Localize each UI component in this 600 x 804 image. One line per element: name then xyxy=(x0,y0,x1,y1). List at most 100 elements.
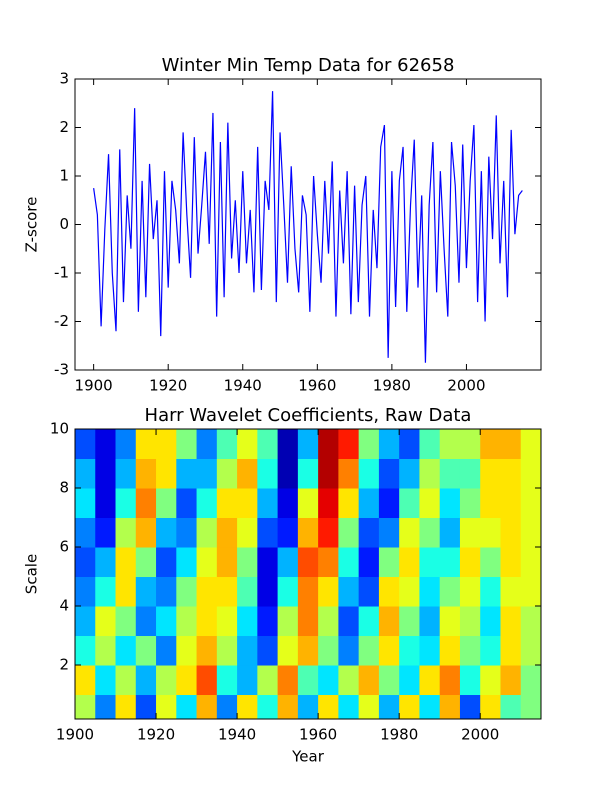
heat-cell xyxy=(459,665,481,696)
heat-cell xyxy=(500,547,522,578)
heat-cell xyxy=(297,458,319,489)
heat-cell xyxy=(237,635,258,666)
heat-cell xyxy=(176,429,198,460)
data-line xyxy=(93,91,523,363)
heat-cell xyxy=(378,488,400,519)
y-tick-label: 0 xyxy=(59,215,69,233)
heat-cell xyxy=(297,488,319,519)
heat-cell xyxy=(419,547,441,578)
heat-cell xyxy=(237,694,258,720)
heat-cell xyxy=(500,606,522,637)
heat-cell xyxy=(95,488,117,519)
heat-cell xyxy=(115,547,137,578)
heat-cell xyxy=(95,606,117,637)
heat-cell xyxy=(520,635,542,666)
heat-cell xyxy=(95,635,117,666)
heat-cell xyxy=(378,694,400,720)
heat-cell xyxy=(520,517,542,548)
heat-cell xyxy=(439,694,461,720)
x-tick-label: 1940 xyxy=(218,726,256,744)
heat-cell xyxy=(277,576,299,607)
heat-cell xyxy=(358,694,380,720)
heat-cell xyxy=(500,635,522,666)
heat-cell xyxy=(135,635,157,666)
heat-cell xyxy=(75,488,96,519)
heat-cell xyxy=(176,488,198,519)
heat-cell xyxy=(439,547,461,578)
heat-cell xyxy=(399,429,420,460)
heat-cell xyxy=(277,517,299,548)
heat-cell xyxy=(520,576,542,607)
heat-cell xyxy=(338,694,360,720)
heat-cell xyxy=(459,694,481,720)
heat-cell xyxy=(257,547,279,578)
heat-cell xyxy=(419,517,441,548)
y-tick-label: 10 xyxy=(50,420,69,438)
heat-cell xyxy=(480,547,501,578)
heat-cell xyxy=(196,694,218,720)
heat-cell xyxy=(459,635,481,666)
heat-cell xyxy=(176,694,198,720)
heat-cell xyxy=(176,606,198,637)
heat-cell xyxy=(277,547,299,578)
heat-cell xyxy=(176,635,198,666)
heat-cell xyxy=(216,517,238,548)
y-tick-label: 1 xyxy=(59,167,69,185)
heat-cell xyxy=(297,576,319,607)
y-tick-label: -3 xyxy=(54,361,69,379)
heat-cell xyxy=(358,547,380,578)
heat-cell xyxy=(500,576,522,607)
heat-cell xyxy=(156,547,177,578)
heat-cell xyxy=(115,517,137,548)
heat-cell xyxy=(216,694,238,720)
heat-cell xyxy=(257,635,279,666)
heat-cell xyxy=(338,488,360,519)
heat-cell xyxy=(439,517,461,548)
heat-cell xyxy=(480,517,501,548)
heat-cell xyxy=(399,694,420,720)
x-tick-label: 1920 xyxy=(137,726,175,744)
heat-cell xyxy=(459,458,481,489)
heat-cell xyxy=(176,665,198,696)
heat-cell xyxy=(115,694,137,720)
heat-cell xyxy=(196,665,218,696)
heat-cell xyxy=(277,458,299,489)
heat-cell xyxy=(520,488,542,519)
heat-cell xyxy=(257,488,279,519)
heat-cell xyxy=(297,547,319,578)
chart-title: Harr Wavelet Coefficients, Raw Data xyxy=(145,405,472,426)
heat-cell xyxy=(75,665,96,696)
heat-cell xyxy=(135,665,157,696)
heat-cell xyxy=(318,458,339,489)
heat-cell xyxy=(95,665,117,696)
y-tick-label: 6 xyxy=(59,538,69,556)
heat-cell xyxy=(95,694,117,720)
heat-cell xyxy=(358,429,380,460)
heat-cell xyxy=(439,635,461,666)
heat-cell xyxy=(378,635,400,666)
heat-cell xyxy=(216,665,238,696)
x-tick-label: 2000 xyxy=(461,726,499,744)
heat-cell xyxy=(338,517,360,548)
heat-cell xyxy=(237,665,258,696)
heat-cell xyxy=(520,606,542,637)
heat-cell xyxy=(480,694,501,720)
heat-cell xyxy=(95,576,117,607)
heat-cell xyxy=(439,606,461,637)
heat-cell xyxy=(378,576,400,607)
heat-cell xyxy=(216,576,238,607)
heat-cell xyxy=(115,488,137,519)
heat-cell xyxy=(196,517,218,548)
heat-cell xyxy=(135,694,157,720)
heat-cell xyxy=(500,429,522,460)
heat-cell xyxy=(95,547,117,578)
heat-cell xyxy=(419,606,441,637)
heat-cell xyxy=(257,665,279,696)
heat-cell xyxy=(419,429,441,460)
heat-cell xyxy=(520,547,542,578)
heat-cell xyxy=(399,606,420,637)
y-tick-label: 8 xyxy=(59,479,69,497)
axes-frame xyxy=(74,428,542,720)
heat-cell xyxy=(358,635,380,666)
heat-cell xyxy=(176,576,198,607)
